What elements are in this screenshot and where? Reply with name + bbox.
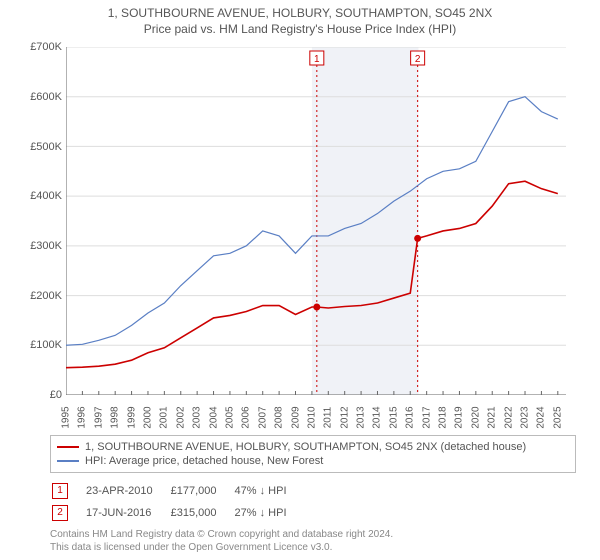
sale-price-1: £177,000 bbox=[171, 481, 233, 501]
footer-line1: Contains HM Land Registry data © Crown c… bbox=[50, 529, 576, 542]
sale-pct-1: 47% ↓ HPI bbox=[235, 481, 303, 501]
chart-svg: 12 bbox=[66, 47, 566, 395]
xtick-label: 2015 bbox=[388, 404, 399, 432]
xtick-label: 2002 bbox=[175, 404, 186, 432]
xtick-label: 2024 bbox=[536, 404, 547, 432]
legend: 1, SOUTHBOURNE AVENUE, HOLBURY, SOUTHAMP… bbox=[50, 435, 576, 473]
xtick-label: 1998 bbox=[110, 404, 121, 432]
ytick-label: £500K bbox=[20, 141, 62, 153]
xtick-label: 2007 bbox=[257, 404, 268, 432]
sale-marker-1: 1 bbox=[52, 483, 68, 499]
ytick-label: £300K bbox=[20, 240, 62, 252]
chart-title: 1, SOUTHBOURNE AVENUE, HOLBURY, SOUTHAMP… bbox=[0, 0, 600, 37]
plot-area: 12 bbox=[66, 47, 566, 395]
xtick-label: 2020 bbox=[470, 404, 481, 432]
xtick-label: 2014 bbox=[372, 404, 383, 432]
xtick-label: 2001 bbox=[159, 404, 170, 432]
xtick-label: 2010 bbox=[306, 404, 317, 432]
xtick-label: 1996 bbox=[77, 404, 88, 432]
footer-line2: This data is licensed under the Open Gov… bbox=[50, 542, 576, 555]
xtick-label: 2005 bbox=[224, 404, 235, 432]
title-line1: 1, SOUTHBOURNE AVENUE, HOLBURY, SOUTHAMP… bbox=[0, 6, 600, 22]
svg-text:1: 1 bbox=[314, 54, 320, 65]
xtick-label: 2013 bbox=[356, 404, 367, 432]
xtick-label: 2000 bbox=[142, 404, 153, 432]
xtick-label: 2008 bbox=[274, 404, 285, 432]
ytick-label: £600K bbox=[20, 91, 62, 103]
ytick-label: £100K bbox=[20, 339, 62, 351]
xtick-label: 2017 bbox=[421, 404, 432, 432]
ytick-label: £400K bbox=[20, 190, 62, 202]
xtick-label: 2003 bbox=[192, 404, 203, 432]
xtick-label: 2021 bbox=[487, 404, 498, 432]
xtick-label: 2011 bbox=[323, 404, 334, 432]
legend-label-property: 1, SOUTHBOURNE AVENUE, HOLBURY, SOUTHAMP… bbox=[85, 441, 526, 453]
xtick-label: 2009 bbox=[290, 404, 301, 432]
xtick-label: 2023 bbox=[520, 404, 531, 432]
svg-text:2: 2 bbox=[415, 54, 421, 65]
sale-date-2: 17-JUN-2016 bbox=[86, 503, 169, 523]
ytick-label: £0 bbox=[20, 389, 62, 401]
sale-row-2: 2 17-JUN-2016 £315,000 27% ↓ HPI bbox=[52, 503, 303, 523]
sale-date-1: 23-APR-2010 bbox=[86, 481, 169, 501]
xtick-label: 2016 bbox=[405, 404, 416, 432]
sale-row-1: 1 23-APR-2010 £177,000 47% ↓ HPI bbox=[52, 481, 303, 501]
xtick-label: 2004 bbox=[208, 404, 219, 432]
legend-row-hpi: HPI: Average price, detached house, New … bbox=[57, 454, 569, 468]
legend-label-hpi: HPI: Average price, detached house, New … bbox=[85, 455, 323, 467]
ytick-label: £700K bbox=[20, 41, 62, 53]
legend-swatch-hpi bbox=[57, 460, 79, 462]
sale-marker-2: 2 bbox=[52, 505, 68, 521]
xtick-label: 2025 bbox=[552, 404, 563, 432]
sale-pct-2: 27% ↓ HPI bbox=[235, 503, 303, 523]
xtick-label: 1999 bbox=[126, 404, 137, 432]
title-line2: Price paid vs. HM Land Registry's House … bbox=[0, 22, 600, 38]
xtick-label: 2022 bbox=[503, 404, 514, 432]
xtick-label: 2018 bbox=[438, 404, 449, 432]
legend-swatch-property bbox=[57, 446, 79, 448]
sale-price-2: £315,000 bbox=[171, 503, 233, 523]
ytick-label: £200K bbox=[20, 290, 62, 302]
sales-table: 1 23-APR-2010 £177,000 47% ↓ HPI 2 17-JU… bbox=[50, 479, 305, 525]
footer: Contains HM Land Registry data © Crown c… bbox=[50, 529, 576, 554]
chart-area: £0£100K£200K£300K£400K£500K£600K£700K 12… bbox=[20, 41, 580, 429]
xtick-label: 2006 bbox=[241, 404, 252, 432]
xtick-label: 1997 bbox=[93, 404, 104, 432]
xtick-label: 2019 bbox=[454, 404, 465, 432]
legend-row-property: 1, SOUTHBOURNE AVENUE, HOLBURY, SOUTHAMP… bbox=[57, 440, 569, 454]
xtick-label: 2012 bbox=[339, 404, 350, 432]
xtick-label: 1995 bbox=[61, 404, 72, 432]
